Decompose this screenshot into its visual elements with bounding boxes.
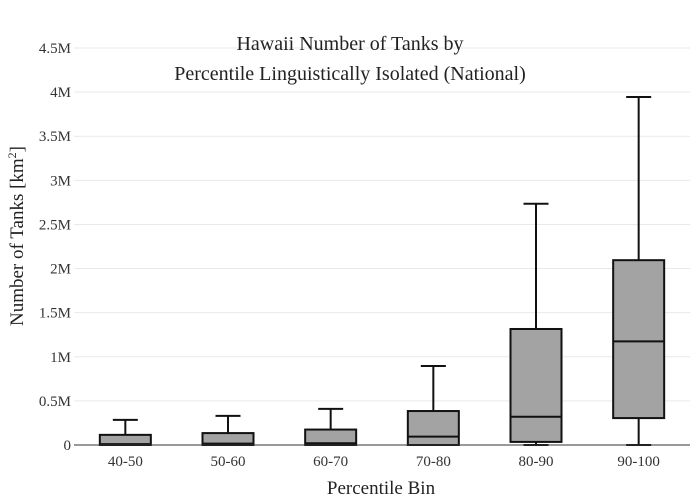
x-axis-ticks: 40-50 50-60 60-70 70-80 80-90 90-100 <box>108 454 660 470</box>
y-tick-label: 3.5M <box>39 129 71 145</box>
box-iqr <box>612 259 666 420</box>
x-tick-label: 60-70 <box>313 454 348 470</box>
x-tick-label: 80-90 <box>519 454 554 470</box>
x-axis-title: Percentile Bin <box>327 478 436 499</box>
box-90-100 <box>612 95 666 446</box>
y-tick-label: 4M <box>50 85 71 101</box>
y-axis-title-main: Number of Tanks [km <box>7 158 28 326</box>
y-tick-label: 0 <box>64 438 72 454</box>
x-tick-label: 40-50 <box>108 454 143 470</box>
box-50-60 <box>201 414 255 446</box>
chart-title-line-2: Percentile Linguistically Isolated (Nati… <box>174 63 526 85</box>
chart-title-line-1: Hawaii Number of Tanks by <box>236 33 463 55</box>
box-series <box>98 95 666 447</box>
y-axis-title: Number of Tanks [km2] <box>5 146 28 326</box>
y-tick-label: 2.5M <box>39 217 71 233</box>
y-tick-label: 1M <box>50 350 71 366</box>
y-tick-label: 3M <box>50 173 71 189</box>
box-70-80 <box>406 365 460 447</box>
x-tick-label: 50-60 <box>211 454 246 470</box>
x-tick-label: 90-100 <box>617 454 660 470</box>
x-tick-label: 70-80 <box>416 454 451 470</box>
y-tick-label: 4.5M <box>39 41 71 57</box>
y-tick-label: 2M <box>50 262 71 278</box>
y-axis-title-superscript: 2 <box>5 152 19 158</box>
box-80-90 <box>509 202 563 446</box>
y-axis-title-end: ] <box>7 146 28 152</box>
y-tick-label: 0.5M <box>39 394 71 410</box>
box-40-50 <box>98 418 152 446</box>
gridlines <box>74 47 690 402</box>
y-tick-label: 1.5M <box>39 306 71 322</box>
y-axis-ticks: 0 0.5M 1M 1.5M 2M 2.5M 3M 3.5M 4M 4.5M <box>39 41 71 454</box>
box-iqr <box>509 327 563 443</box>
box-60-70 <box>304 407 358 446</box>
box-iqr <box>406 410 460 447</box>
